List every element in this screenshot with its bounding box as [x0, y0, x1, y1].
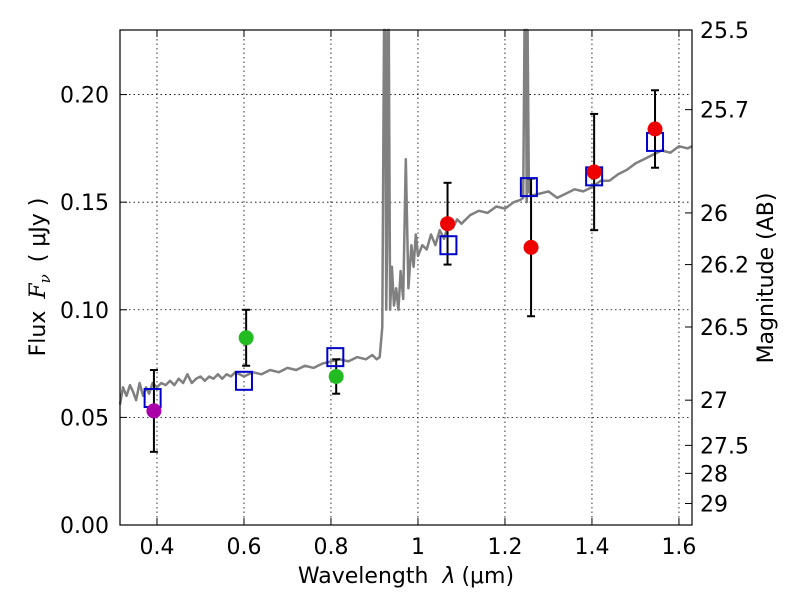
y-tick-label: 0.05 [60, 406, 109, 431]
spectrum-line [118, 28, 693, 405]
y-tick-label: 0.20 [60, 84, 109, 109]
model-square [234, 370, 253, 391]
y-tick-label: 0.10 [60, 299, 109, 324]
mag-tick-label: 26 [700, 202, 728, 227]
x-tick-label: 1.4 [574, 535, 609, 560]
observed-point [586, 164, 602, 180]
y-axis-label: FluxFν( μJy ) [26, 198, 54, 357]
x-tick-label: 0.6 [226, 535, 261, 560]
mag-tick-label: 26.5 [700, 316, 749, 341]
y-tick-label: 0.00 [60, 514, 109, 539]
y2-axis-label: Magnitude (AB) [754, 193, 779, 364]
mag-tick-label: 26.2 [700, 254, 749, 279]
x-tick-label: 1.2 [487, 535, 522, 560]
tick-layer: 0.4 0.6 0.8 1 1.2 1.4 1.6 0.00 0.05 0.10 0.15 0.20 2… [60, 19, 749, 560]
mag-tick-label: 27.5 [700, 434, 749, 459]
observed-marker-layer [146, 121, 663, 419]
spectrum-layer [118, 28, 693, 405]
mag-tick-label: 29 [700, 492, 728, 517]
mag-tick-label: 28 [700, 462, 728, 487]
mag-tick-label: 25.7 [700, 99, 749, 124]
observed-point [328, 369, 344, 384]
x-axis-label: Wavelength λ (μm) [298, 564, 514, 589]
mag-tick-label: 27 [700, 389, 728, 414]
observed-point [440, 216, 456, 232]
x-tick-label: 0.4 [139, 535, 174, 560]
observed-point [146, 403, 162, 419]
model-square [439, 235, 458, 256]
y-tick-label: 0.15 [60, 191, 109, 216]
observed-point [647, 121, 663, 137]
x-tick-label: 1 [411, 535, 425, 560]
model-square [519, 177, 538, 198]
observed-point [523, 239, 539, 255]
model-square [326, 347, 345, 368]
observed-point [238, 330, 254, 346]
x-tick-label: 1.6 [661, 535, 696, 560]
grid [120, 30, 692, 526]
plot-frame [119, 29, 693, 526]
x-tick-label: 0.8 [313, 535, 348, 560]
mag-tick-label: 25.5 [700, 19, 749, 44]
